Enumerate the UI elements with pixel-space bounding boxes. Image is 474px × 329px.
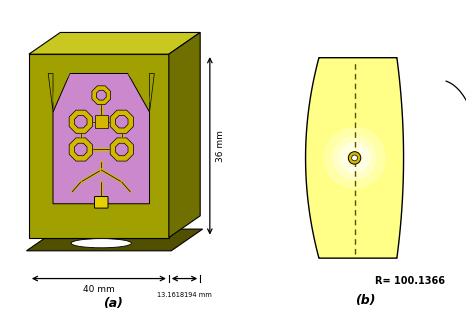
Polygon shape [92, 86, 110, 105]
PathPatch shape [53, 73, 70, 102]
Text: (a): (a) [103, 297, 123, 310]
Polygon shape [96, 90, 106, 100]
Polygon shape [74, 143, 87, 156]
Polygon shape [110, 138, 133, 161]
Ellipse shape [71, 239, 131, 248]
Text: 13.1618194 mm: 13.1618194 mm [157, 292, 212, 298]
Text: 40 mm: 40 mm [83, 285, 115, 293]
Polygon shape [27, 229, 202, 251]
Polygon shape [29, 33, 200, 54]
Polygon shape [29, 54, 169, 238]
Polygon shape [74, 115, 87, 128]
Polygon shape [116, 115, 128, 128]
Polygon shape [169, 33, 200, 238]
Polygon shape [110, 110, 133, 133]
PathPatch shape [128, 73, 149, 102]
PathPatch shape [53, 73, 149, 204]
Circle shape [339, 142, 370, 173]
Polygon shape [69, 138, 92, 161]
Circle shape [332, 136, 377, 180]
Polygon shape [69, 110, 92, 133]
Circle shape [323, 127, 386, 189]
FancyBboxPatch shape [94, 196, 108, 208]
Polygon shape [306, 58, 403, 258]
Polygon shape [94, 115, 108, 129]
Text: R= 100.1366: R= 100.1366 [375, 276, 445, 286]
Polygon shape [48, 73, 53, 112]
Text: 36 mm: 36 mm [216, 130, 225, 162]
Circle shape [352, 155, 357, 161]
Polygon shape [116, 143, 128, 156]
Polygon shape [149, 73, 155, 112]
Text: (b): (b) [356, 294, 376, 307]
Circle shape [348, 152, 361, 164]
